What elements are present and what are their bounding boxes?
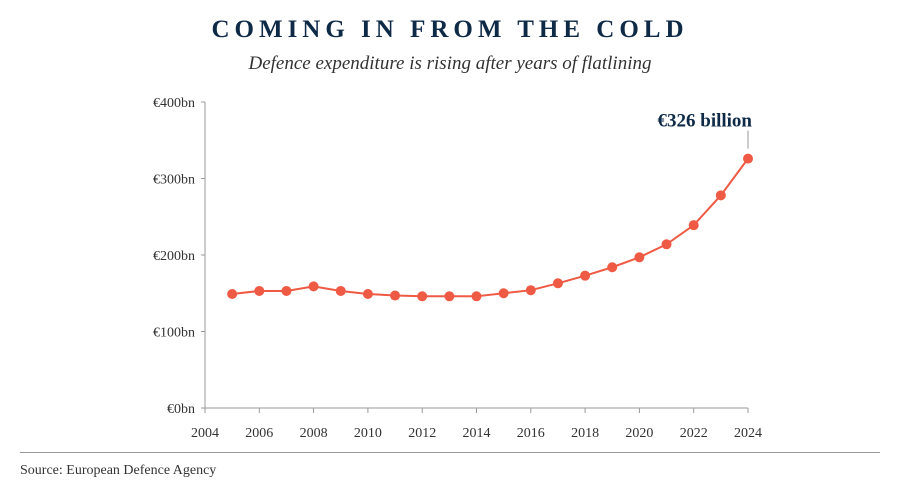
data-point-2013: [444, 291, 455, 302]
y-tick-label: €200bn: [153, 249, 195, 264]
divider: [20, 452, 880, 453]
data-point-2021: [661, 239, 672, 250]
data-point-2017: [552, 278, 563, 289]
data-point-2006: [254, 285, 265, 296]
x-tick-label: 2014: [463, 426, 491, 441]
x-tick-label: 2010: [354, 426, 382, 441]
data-point-2008: [308, 281, 319, 292]
data-point-2024: [743, 153, 753, 164]
data-point-2022: [688, 220, 699, 231]
data-point-2023: [715, 190, 726, 201]
data-point-2018: [580, 270, 591, 281]
y-tick-label: €400bn: [153, 96, 195, 111]
x-tick-label: 2012: [408, 426, 436, 441]
data-point-2005: [227, 289, 238, 300]
x-tick-label: 2018: [571, 426, 599, 441]
annotation-label: €326 billion: [658, 111, 753, 132]
data-point-2016: [525, 285, 536, 296]
data-point-2011: [390, 290, 401, 301]
y-tick-label: €100bn: [153, 326, 195, 341]
x-tick-label: 2016: [517, 426, 545, 441]
x-tick-label: 2020: [625, 426, 653, 441]
source-note: Source: European Defence Agency: [20, 463, 217, 478]
data-point-2014: [471, 291, 482, 302]
x-tick-label: 2008: [300, 426, 328, 441]
data-point-2019: [607, 262, 618, 273]
data-point-2009: [335, 285, 346, 296]
chart-subtitle: Defence expenditure is rising after year…: [248, 53, 652, 74]
y-tick-label: €0bn: [167, 402, 195, 417]
data-point-2010: [362, 289, 373, 300]
data-point-2007: [281, 285, 292, 296]
x-tick-label: 2004: [191, 426, 219, 441]
x-tick-label: 2024: [734, 426, 762, 441]
data-point-2012: [417, 291, 428, 302]
x-tick-label: 2006: [245, 426, 273, 441]
series-line: [232, 158, 749, 298]
data-point-2015: [498, 288, 509, 299]
data-point-2020: [634, 252, 645, 263]
y-tick-label: €300bn: [153, 173, 195, 188]
chart-title: COMING IN FROM THE COLD: [211, 16, 689, 43]
x-tick-label: 2022: [680, 426, 708, 441]
